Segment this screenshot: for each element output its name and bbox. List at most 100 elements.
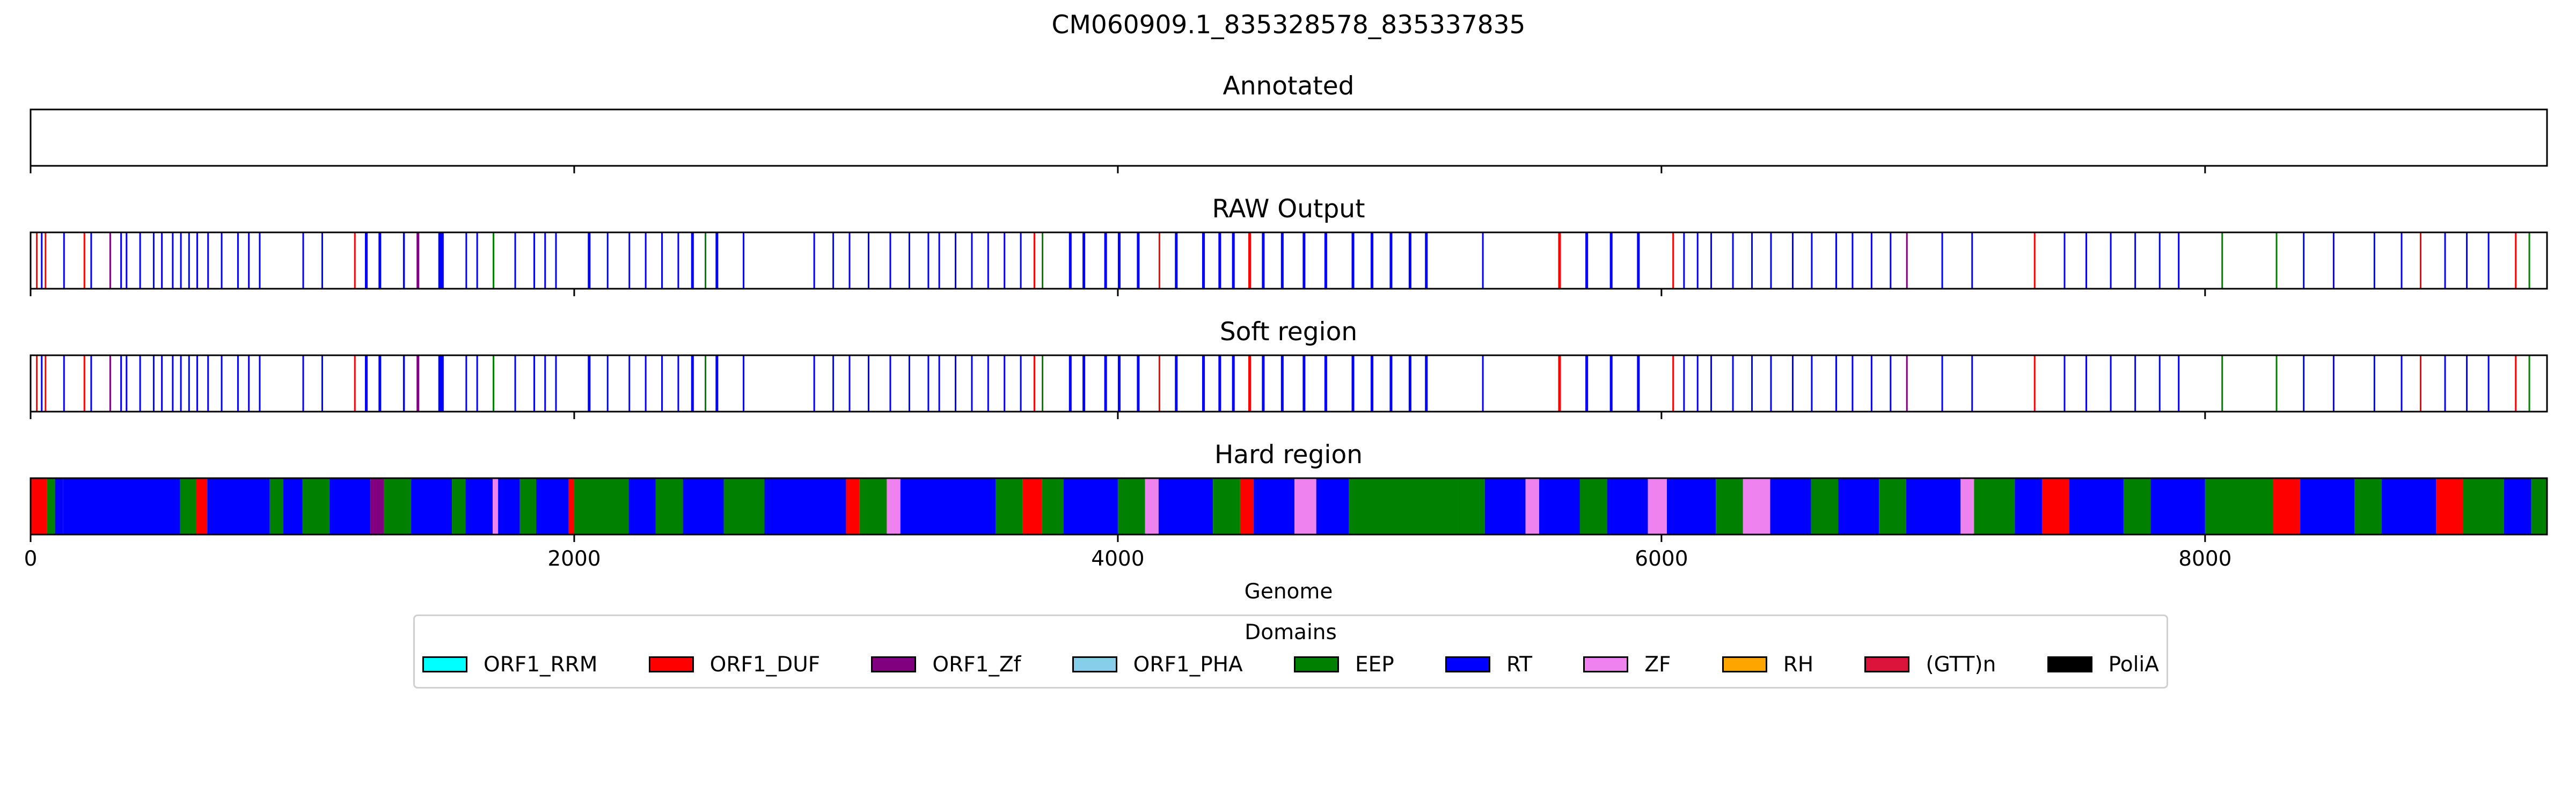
panel-frame [30,108,2548,167]
segment-orf1-duf [1672,355,1674,412]
segment-eep [1879,478,1906,535]
segment-rt [1408,355,1411,412]
segment-zf [493,478,499,535]
segment-eep [384,478,412,535]
segment-orf1-zf [416,355,420,412]
segment-rt [1137,232,1140,289]
segment-rt [1971,232,1973,289]
segment-rt [1751,232,1753,289]
segment-rt [402,232,405,289]
segment-rt [1302,355,1306,412]
segment-eep [1974,478,2015,535]
x-axis-label: Genome [1245,580,1333,604]
segment-rt [2303,232,2305,289]
segment-eep [519,478,537,535]
segment-rt [1710,355,1713,412]
segment-rt [1835,232,1838,289]
segment-rt [938,355,940,412]
legend-swatch [2047,656,2092,672]
segment-rt [628,478,656,535]
segment-eep [493,232,495,289]
segment-rt [2134,232,2136,289]
segment-rt [661,232,663,289]
segment-rt [1851,355,1854,412]
segment-eep [1349,478,1458,535]
legend-label: ZF [1644,652,1671,677]
segment-eep [452,478,466,535]
segment-eep [302,478,330,535]
segment-rt [172,355,174,412]
segment-rt [1791,355,1794,412]
segment-orf1-duf [354,355,356,412]
segment-eep [723,478,765,535]
segment-rt [1637,355,1640,412]
segment-rt [661,355,663,412]
segment-rt [764,478,846,535]
segment-eep [1042,478,1064,535]
segment-rt [677,232,679,289]
segment-rt [2466,232,2468,289]
segment-rt [476,232,478,289]
segment-orf1-zf [109,232,111,289]
x-tick-label: 4000 [1091,547,1144,571]
segment-rt [2332,232,2334,289]
segment-orf1-duf [83,355,85,412]
segment-rt [161,355,163,412]
segment-rt [1710,232,1713,289]
segment-rt [938,232,940,289]
segment-rt [498,478,520,535]
segment-rt [2085,355,2087,412]
segment-rt [715,355,719,412]
segment-rt [55,478,63,535]
segments [31,478,2547,535]
segment-rt [2373,232,2375,289]
segment-rt [2158,355,2161,412]
segment-rt [438,232,444,289]
segment-eep [1042,232,1044,289]
segment-rt [1351,355,1355,412]
legend-swatch [1293,656,1339,672]
segment-rt [196,355,198,412]
segment-orf1-duf [2273,478,2301,535]
segment-rt [715,232,719,289]
segment-rt [2332,355,2334,412]
segment-orf1-zf [1906,355,1908,412]
segment-rt [2134,355,2136,412]
segment-rt [1262,232,1265,289]
legend-label: RH [1783,652,1814,677]
segment-rt [90,355,92,412]
panel-title: Annotated [1223,71,1355,101]
legend-label: EEP [1355,652,1394,677]
segment-rt [1683,355,1685,412]
segment-orf1-zf [1906,232,1908,289]
segment-rt [207,355,209,412]
segment-rt [2063,355,2066,412]
segment-eep [2232,478,2273,535]
segment-rt [378,355,382,412]
segment-eep [2221,232,2223,289]
legend-item-orf1-pha: ORF1_PHA [1072,653,1243,677]
segment-eep [1579,478,1607,535]
segment-rt [1732,355,1734,412]
segment-rt [180,355,182,412]
segment-rt [1232,355,1235,412]
segment-orf1-zf [370,478,384,535]
segment-eep [2205,478,2233,535]
panel-annotated: Annotated [30,71,2548,173]
segment-rt [1890,232,1892,289]
segment-orf1-duf [2436,478,2464,535]
legend-items: ORF1_RRM ORF1_DUF ORF1_Zf ORF1_PHA EEP RT ZF RH… [422,651,2159,678]
segment-rt [1791,232,1794,289]
segment-rt [161,232,163,289]
segment-rt [889,232,891,289]
segment-rt [832,355,835,412]
segment-rt [2382,478,2436,535]
segment-rt [1585,232,1589,289]
segment-rt [1482,355,1484,412]
segment-orf1-duf [354,232,356,289]
segment-rt [628,355,631,412]
segment-eep [2528,232,2530,289]
legend-item-zf: ZF [1583,653,1671,677]
segment-orf1-duf [1033,355,1035,412]
segment-rt [1370,355,1374,412]
